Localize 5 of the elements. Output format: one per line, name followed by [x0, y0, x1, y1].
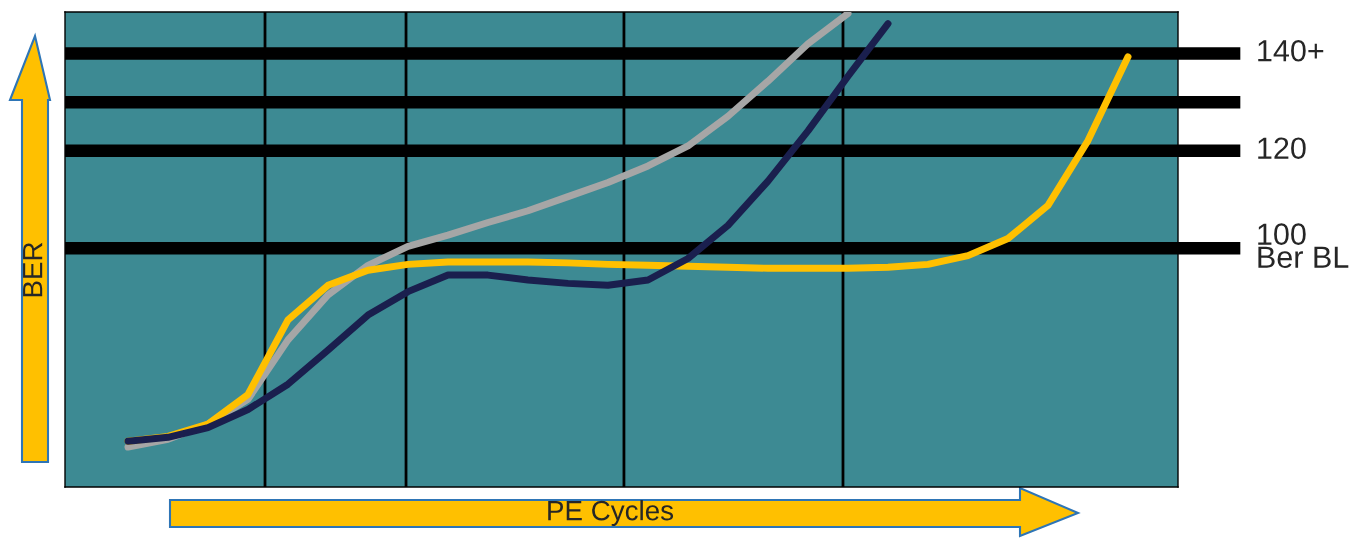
ref-line-label: 100 Ber BL — [1258, 223, 1349, 268]
y-axis-title: BER — [23, 242, 43, 297]
ref-line-label: 140+ — [1258, 39, 1324, 62]
ref-line-label: 120 — [1258, 137, 1306, 160]
x-axis-title: PE Cycles — [548, 500, 674, 526]
